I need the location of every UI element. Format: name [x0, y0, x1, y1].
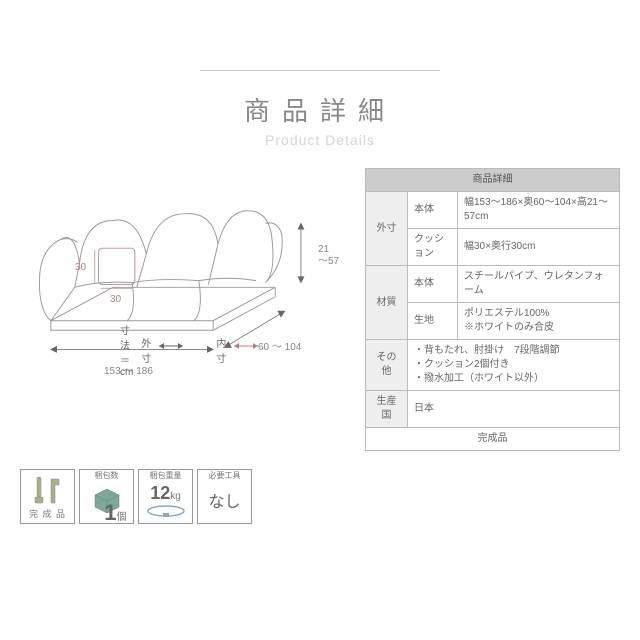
height-range: 21 〜57 — [318, 244, 339, 268]
spec-val: スチールパイプ、ウレタンフォーム — [458, 266, 620, 303]
legend-inner: 内寸 — [216, 335, 226, 365]
badge-top: 梱包数 — [95, 472, 119, 480]
spec-val: ポリエステル100% ※ホワイトのみ合皮 — [458, 303, 620, 340]
box-icon: 1個 — [91, 480, 123, 520]
spec-footer: 完成品 — [366, 428, 620, 451]
header-divider — [200, 70, 440, 71]
legend-label: 寸法＝cm — [120, 322, 133, 378]
spec-sub: 生地 — [408, 303, 458, 340]
sofa-diagram: 30 30 21 〜57 153 〜 186 60 〜 104 寸法＝cm 外寸… — [20, 168, 349, 378]
content-row: 30 30 21 〜57 153 〜 186 60 〜 104 寸法＝cm 外寸… — [0, 158, 640, 451]
spec-table: 商品詳細 外寸 本体 幅153〜186×奥60〜104×高21〜57cm クッシ… — [365, 168, 620, 451]
badge-top: 必要工具 — [209, 472, 241, 480]
header: 商品詳細 Product Details — [0, 0, 640, 158]
cushion-dim-v: 30 — [75, 262, 86, 273]
spec-sub: 本体 — [408, 266, 458, 303]
spec-val: 幅153〜186×奥60〜104×高21〜57cm — [458, 192, 620, 229]
spec-label: 外寸 — [366, 192, 408, 266]
badge-weight: 梱包重量 12kg — [138, 469, 193, 524]
badge-value: 1 — [104, 500, 116, 525]
spec-label: その他 — [366, 340, 408, 391]
spec-val: ・背もたれ、肘掛け 7段階調節 ・クッション2個付き ・撥水加工（ホワイト以外） — [408, 340, 620, 391]
dim-legend: 寸法＝cm 外寸 内寸 — [120, 322, 283, 378]
title-en: Product Details — [0, 132, 640, 148]
tools-icon — [31, 472, 65, 507]
scale-icon: 12kg — [146, 480, 186, 520]
badge-row: 完 成 品 梱包数 1個 梱包重量 12kg — [0, 451, 640, 542]
badge-top: 梱包重量 — [150, 472, 182, 480]
spec-label: 材質 — [366, 266, 408, 340]
badge-tools-needed: 必要工具 なし — [197, 469, 252, 524]
spec-header: 商品詳細 — [366, 169, 620, 192]
badge-bot: 完 成 品 — [29, 507, 66, 520]
badge-assembly: 完 成 品 — [20, 469, 75, 524]
legend-outer: 外寸 — [141, 335, 151, 365]
badge-unit: kg — [170, 491, 181, 502]
spec-val: 日本 — [408, 391, 620, 428]
spec-val: 幅30×奥行30cm — [458, 229, 620, 266]
badge-value: なし — [208, 488, 240, 512]
badge-unit: 個 — [117, 512, 127, 523]
spec-sub: 本体 — [408, 192, 458, 229]
badge-value: 12 — [150, 483, 170, 503]
title-jp: 商品詳細 — [0, 91, 640, 128]
badge-packages: 梱包数 1個 — [79, 469, 134, 524]
cushion-dim-h: 30 — [110, 294, 121, 305]
spec-label: 生産国 — [366, 391, 408, 428]
spec-sub: クッション — [408, 229, 458, 266]
